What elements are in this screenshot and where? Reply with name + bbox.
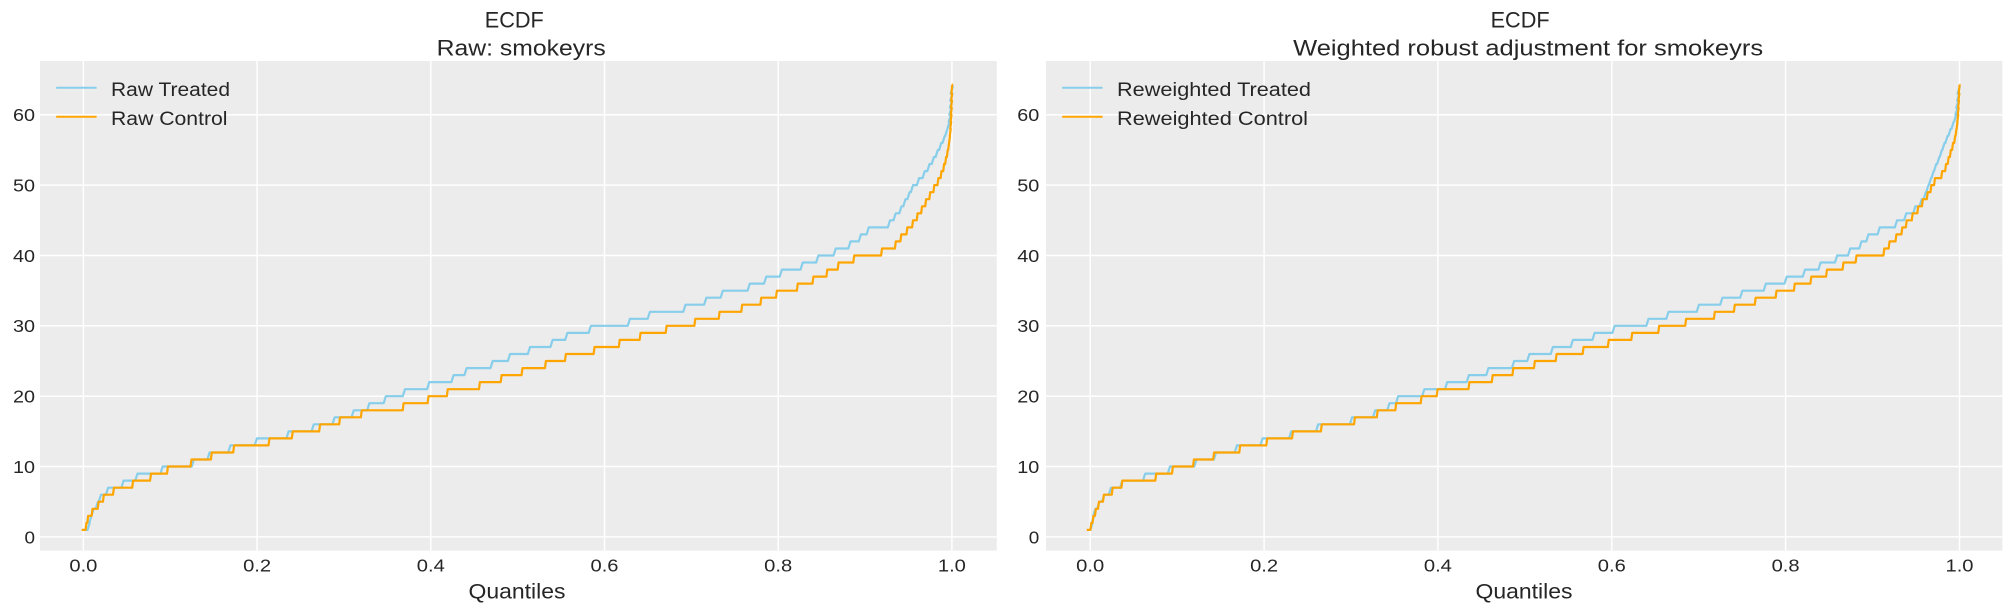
svg-text:50: 50 [1017, 176, 1039, 196]
svg-text:40: 40 [1017, 246, 1039, 266]
svg-text:Weighted robust adjustment for: Weighted robust adjustment for smokeyrs [1293, 35, 1763, 60]
svg-text:0: 0 [1029, 527, 1040, 547]
svg-text:0.0: 0.0 [69, 556, 97, 576]
svg-text:40: 40 [13, 246, 35, 266]
svg-text:0.2: 0.2 [243, 556, 271, 576]
svg-text:50: 50 [13, 176, 35, 196]
svg-text:0.6: 0.6 [1598, 556, 1626, 576]
svg-text:30: 30 [1017, 316, 1039, 336]
svg-text:ECDF: ECDF [1491, 7, 1550, 32]
svg-text:Raw Control: Raw Control [111, 108, 228, 130]
svg-text:Raw Treated: Raw Treated [111, 79, 230, 101]
svg-text:10: 10 [1017, 457, 1039, 477]
svg-text:0.4: 0.4 [417, 556, 445, 576]
svg-text:20: 20 [1017, 387, 1039, 407]
svg-text:20: 20 [13, 387, 35, 407]
svg-text:Raw: smokeyrs: Raw: smokeyrs [437, 35, 606, 60]
svg-text:Quantiles: Quantiles [1476, 580, 1573, 603]
svg-text:0.6: 0.6 [591, 556, 619, 576]
svg-text:1.0: 1.0 [938, 556, 966, 576]
svg-text:0: 0 [25, 527, 36, 547]
svg-text:60: 60 [13, 105, 35, 125]
svg-text:10: 10 [13, 457, 35, 477]
svg-text:ECDF: ECDF [485, 7, 544, 32]
svg-text:0.8: 0.8 [1772, 556, 1800, 576]
svg-text:0.4: 0.4 [1424, 556, 1452, 576]
svg-text:30: 30 [13, 316, 35, 336]
svg-text:0.8: 0.8 [764, 556, 792, 576]
svg-text:60: 60 [1017, 105, 1039, 125]
svg-text:Reweighted Control: Reweighted Control [1117, 108, 1308, 130]
svg-text:Quantiles: Quantiles [469, 580, 566, 603]
svg-text:0.0: 0.0 [1076, 556, 1104, 576]
svg-text:Reweighted Treated: Reweighted Treated [1117, 79, 1311, 101]
svg-text:1.0: 1.0 [1946, 556, 1974, 576]
svg-text:0.2: 0.2 [1250, 556, 1278, 576]
